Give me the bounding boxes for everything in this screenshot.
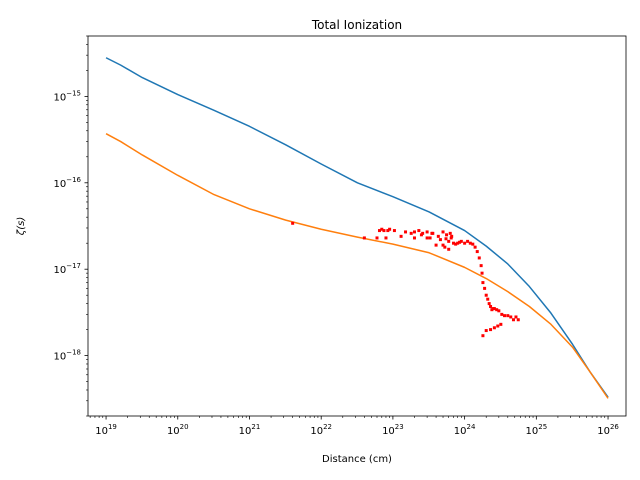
data-point: [473, 245, 477, 249]
x-tick-label: 1024: [454, 423, 476, 437]
data-point: [506, 314, 510, 318]
data-point: [388, 227, 392, 231]
data-point: [436, 234, 440, 238]
series-layer: [105, 57, 609, 399]
data-point: [503, 314, 507, 318]
data-point: [484, 329, 488, 333]
data-point: [459, 239, 463, 243]
data-point: [412, 230, 416, 234]
series-line-1: [105, 57, 609, 398]
data-point: [492, 326, 496, 330]
x-tick-label: 1022: [310, 423, 332, 437]
data-point: [434, 243, 438, 247]
x-tick-label: 1023: [382, 423, 404, 437]
data-point: [511, 318, 515, 322]
series-line-2: [105, 133, 609, 399]
data-point: [399, 234, 403, 238]
data-point: [447, 247, 451, 251]
x-tick-label: 1026: [597, 423, 619, 437]
data-point: [386, 229, 390, 233]
data-point: [487, 302, 491, 306]
data-point: [380, 227, 384, 231]
data-point: [382, 229, 386, 233]
plot-frame: [87, 35, 627, 417]
y-tick-label: 10−15: [53, 89, 81, 103]
data-point: [417, 229, 421, 233]
data-point: [438, 238, 442, 242]
data-point: [456, 241, 460, 245]
data-point: [492, 307, 496, 311]
data-point: [454, 242, 458, 246]
data-point: [448, 231, 452, 235]
data-point: [468, 241, 472, 245]
data-point: [475, 250, 479, 254]
y-tick-label: 10−16: [53, 176, 81, 190]
data-point: [489, 328, 493, 332]
data-point: [458, 240, 462, 244]
data-point: [486, 297, 490, 301]
data-point: [412, 236, 416, 240]
data-point: [480, 271, 484, 275]
data-point: [452, 241, 456, 245]
y-tick-label: 10−17: [53, 262, 81, 276]
data-point: [516, 318, 520, 322]
data-point: [481, 281, 485, 285]
data-point: [362, 236, 366, 240]
data-point: [497, 309, 501, 313]
data-point: [479, 264, 483, 268]
data-point: [409, 231, 413, 235]
data-point: [463, 241, 467, 245]
data-point: [441, 230, 445, 234]
y-tick-label: 10−18: [53, 349, 81, 363]
data-point: [392, 229, 396, 233]
data-point: [466, 239, 470, 243]
data-point: [489, 305, 493, 309]
data-point: [425, 230, 429, 234]
data-point: [384, 236, 388, 240]
data-point: [496, 324, 500, 328]
data-point: [425, 236, 429, 240]
x-tick-label: 1020: [167, 423, 189, 437]
data-point: [514, 315, 518, 319]
data-point: [441, 243, 445, 247]
data-point: [481, 334, 485, 338]
data-point: [483, 286, 487, 290]
data-point: [419, 233, 423, 237]
x-tick-label: 1025: [526, 423, 548, 437]
data-point: [477, 256, 481, 260]
x-tick-label: 1021: [239, 423, 261, 437]
data-point: [430, 231, 434, 235]
data-point: [377, 229, 381, 233]
data-point: [445, 233, 449, 237]
data-point: [444, 237, 448, 241]
data-point: [375, 236, 379, 240]
data-point: [509, 315, 513, 319]
x-axis-label: Distance (cm): [322, 454, 392, 465]
data-point: [291, 221, 295, 225]
data-point: [450, 234, 454, 238]
data-point: [447, 239, 451, 243]
data-point: [404, 230, 408, 234]
data-point: [499, 322, 503, 326]
tick-layer: 1019 1020 1021 1022 1023 1024 1025 1026 10−18 10−…: [53, 35, 619, 437]
data-point: [428, 236, 432, 240]
y-axis-label: ζ(s): [16, 217, 27, 236]
data-point: [471, 242, 475, 246]
data-point: [484, 293, 488, 297]
data-point: [495, 308, 499, 312]
data-point: [443, 245, 447, 249]
data-point: [500, 312, 504, 316]
x-tick-label: 1019: [95, 423, 117, 437]
data-point: [449, 236, 453, 240]
chart-title: Total Ionization: [311, 18, 402, 32]
